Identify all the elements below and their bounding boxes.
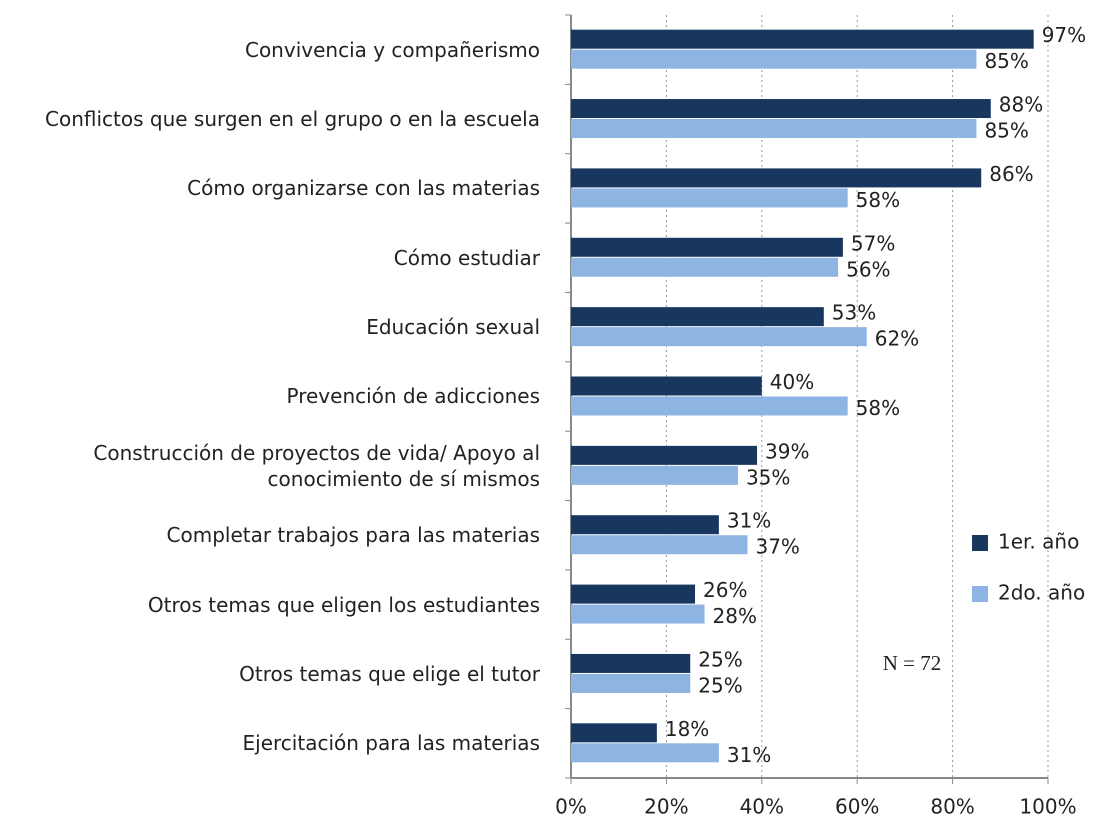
y-tick-label: Prevención de adicciones bbox=[286, 384, 541, 409]
x-tick-label: 40% bbox=[740, 795, 784, 819]
bar bbox=[571, 307, 824, 327]
x-tick-label: 0% bbox=[555, 795, 587, 819]
bar bbox=[571, 515, 719, 535]
data-label: 39% bbox=[765, 439, 809, 463]
bar bbox=[571, 237, 843, 257]
bar bbox=[571, 584, 696, 604]
bar bbox=[571, 604, 705, 624]
legend-swatch bbox=[972, 586, 988, 602]
x-tick-label: 100% bbox=[1019, 795, 1076, 819]
annotation: N = 72 bbox=[883, 651, 942, 675]
data-label: 18% bbox=[665, 717, 709, 741]
data-label: 62% bbox=[875, 327, 919, 351]
bar bbox=[571, 119, 977, 139]
y-tick-label: Cómo estudiar bbox=[393, 245, 540, 270]
y-tick-label: Completar trabajos para las materias bbox=[166, 523, 540, 548]
bar bbox=[571, 653, 691, 673]
data-label: 35% bbox=[746, 465, 790, 489]
y-tick-label: Ejercitación para las materias bbox=[242, 731, 540, 756]
data-label: 86% bbox=[989, 162, 1033, 186]
data-label: 26% bbox=[703, 578, 747, 602]
data-label: 40% bbox=[770, 370, 814, 394]
bar bbox=[571, 396, 848, 416]
data-label: 25% bbox=[698, 647, 742, 671]
y-tick-label: Construcción de proyectos de vida/ Apoyo… bbox=[93, 440, 540, 491]
x-tick-label: 20% bbox=[644, 795, 688, 819]
data-label: 31% bbox=[727, 509, 771, 533]
legend-label: 1er. año bbox=[998, 530, 1079, 554]
data-label: 57% bbox=[851, 231, 895, 255]
data-label: 56% bbox=[846, 257, 890, 281]
data-label: 58% bbox=[856, 188, 900, 212]
bar bbox=[571, 376, 762, 396]
y-tick-label: Cómo organizarse con las materias bbox=[187, 176, 540, 201]
x-tick-label: 60% bbox=[835, 795, 879, 819]
data-label: 88% bbox=[999, 93, 1043, 117]
y-tick-label: Educación sexual bbox=[366, 315, 540, 340]
legend-label: 2do. año bbox=[998, 581, 1085, 605]
data-label: 58% bbox=[856, 396, 900, 420]
bar bbox=[571, 29, 1034, 49]
bar bbox=[571, 188, 848, 208]
bar bbox=[571, 99, 991, 119]
y-tick-label: Conflictos que surgen en el grupo o en l… bbox=[45, 107, 540, 132]
data-label: 85% bbox=[984, 49, 1028, 73]
data-label: 97% bbox=[1042, 23, 1086, 47]
bar bbox=[571, 168, 982, 188]
data-label: 31% bbox=[727, 743, 771, 767]
data-label: 37% bbox=[755, 535, 799, 559]
bar bbox=[571, 723, 657, 743]
y-tick-label: Otros temas que eligen los estudiantes bbox=[147, 592, 540, 617]
bar bbox=[571, 673, 691, 693]
data-label: 28% bbox=[713, 604, 757, 628]
y-tick-label: Otros temas que elige el tutor bbox=[239, 661, 540, 686]
data-label: 85% bbox=[984, 119, 1028, 143]
bar bbox=[571, 257, 839, 277]
bar bbox=[571, 465, 738, 485]
y-tick-label: Convivencia y compañerismo bbox=[244, 37, 540, 62]
bar bbox=[571, 743, 719, 763]
bar bbox=[571, 445, 758, 465]
x-tick-label: 80% bbox=[930, 795, 974, 819]
bar bbox=[571, 49, 977, 69]
data-label: 53% bbox=[832, 301, 876, 325]
legend-swatch bbox=[972, 535, 988, 551]
bar bbox=[571, 535, 748, 555]
data-label: 25% bbox=[698, 673, 742, 697]
bar bbox=[571, 327, 867, 347]
